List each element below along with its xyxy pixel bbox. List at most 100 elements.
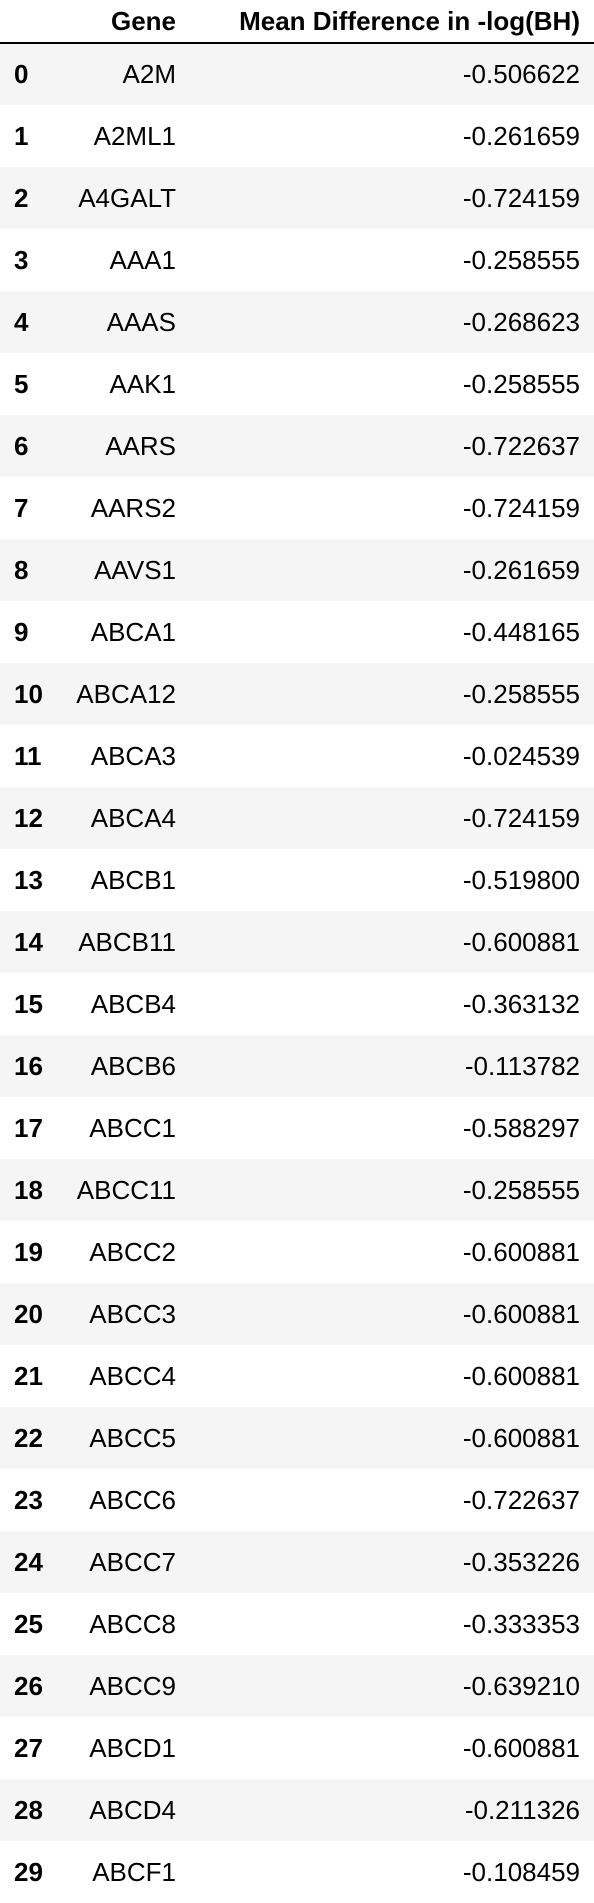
gene-cell: ABCC8: [89, 1608, 176, 1639]
gene-cell: ABCC9: [89, 1670, 176, 1701]
gene-cell: ABCC7: [89, 1546, 176, 1577]
mean-difference-cell: -0.722637: [462, 1484, 580, 1515]
mean-difference-cell: -0.519800: [462, 864, 580, 895]
mean-difference-cell: -0.353226: [462, 1546, 580, 1577]
gene-cell: ABCC11: [76, 1174, 176, 1205]
mean-difference-cell: -0.258555: [462, 244, 580, 275]
row-index: 1: [14, 120, 29, 151]
gene-column-header: Gene: [62, 0, 190, 44]
row-index: 29: [14, 1856, 43, 1887]
mean-difference-cell: -0.363132: [462, 988, 580, 1019]
mean-difference-cell: -0.108459: [462, 1856, 580, 1887]
gene-cell: ABCF1: [92, 1856, 176, 1887]
row-index: 26: [14, 1670, 43, 1701]
mean-difference-cell: -0.600881: [462, 1236, 580, 1267]
gene-cell: A4GALT: [78, 182, 176, 213]
gene-cell: A2ML1: [93, 120, 176, 151]
table-row: 10 ABCA12 -0.258555: [0, 663, 594, 725]
row-index: 16: [14, 1050, 43, 1081]
table-row: 24 ABCC7 -0.353226: [0, 1531, 594, 1593]
mean-difference-cell: -0.724159: [462, 492, 580, 523]
header-row: Gene Mean Difference in -log(BH): [0, 0, 594, 44]
mean-difference-cell: -0.261659: [462, 120, 580, 151]
table-body: 0 A2M -0.506622 1 A2ML1 -0.261659 2 A4GALT -0.72…: [0, 43, 594, 1903]
row-index: 13: [14, 864, 43, 895]
table-row: 0 A2M -0.506622: [0, 43, 594, 105]
gene-cell: ABCB6: [90, 1050, 176, 1081]
row-index: 9: [14, 616, 29, 647]
gene-cell: A2M: [122, 59, 176, 89]
mean-difference-cell: -0.211326: [464, 1794, 580, 1825]
table-row: 25 ABCC8 -0.333353: [0, 1593, 594, 1655]
index-column-header: [0, 0, 62, 44]
row-index: 4: [14, 306, 29, 337]
table-row: 28 ABCD4 -0.211326: [0, 1779, 594, 1841]
table-row: 16 ABCB6 -0.113782: [0, 1035, 594, 1097]
row-index: 21: [14, 1360, 43, 1391]
table-row: 3 AAA1 -0.258555: [0, 229, 594, 291]
row-index: 22: [14, 1422, 43, 1453]
row-index: 11: [14, 740, 42, 771]
row-index: 15: [14, 988, 43, 1019]
mean-difference-cell: -0.639210: [462, 1670, 580, 1701]
gene-cell: AAVS1: [94, 554, 176, 585]
mean-difference-cell: -0.724159: [462, 182, 580, 213]
mean-difference-cell: -0.268623: [462, 306, 580, 337]
gene-cell: ABCC4: [89, 1360, 176, 1391]
gene-cell: AAAS: [106, 306, 176, 337]
mean-difference-column-header: Mean Difference in -log(BH): [190, 0, 594, 44]
row-index: 7: [14, 492, 29, 523]
table-row: 23 ABCC6 -0.722637: [0, 1469, 594, 1531]
table-row: 4 AAAS -0.268623: [0, 291, 594, 353]
mean-difference-cell: -0.724159: [462, 802, 580, 833]
row-index: 10: [14, 678, 43, 709]
table-row: 9 ABCA1 -0.448165: [0, 601, 594, 663]
row-index: 2: [14, 182, 29, 213]
gene-cell: ABCA1: [90, 616, 176, 647]
gene-cell: ABCA4: [90, 802, 176, 833]
row-index: 0: [14, 59, 29, 89]
row-index: 18: [14, 1174, 43, 1205]
row-index: 25: [14, 1608, 43, 1639]
table-row: 6 AARS -0.722637: [0, 415, 594, 477]
gene-cell: ABCC5: [89, 1422, 176, 1453]
row-index: 8: [14, 554, 29, 585]
gene-cell: ABCD4: [89, 1794, 176, 1825]
gene-cell: ABCC2: [89, 1236, 176, 1267]
gene-cell: ABCB11: [78, 926, 176, 957]
table-row: 19 ABCC2 -0.600881: [0, 1221, 594, 1283]
gene-cell: ABCA12: [76, 678, 176, 709]
table-row: 22 ABCC5 -0.600881: [0, 1407, 594, 1469]
table-row: 1 A2ML1 -0.261659: [0, 105, 594, 167]
table-row: 21 ABCC4 -0.600881: [0, 1345, 594, 1407]
gene-cell: ABCC3: [89, 1298, 176, 1329]
table-row: 8 AAVS1 -0.261659: [0, 539, 594, 601]
mean-difference-cell: -0.600881: [462, 1298, 580, 1329]
table-header: Gene Mean Difference in -log(BH): [0, 0, 594, 44]
row-index: 12: [14, 802, 43, 833]
table-row: 27 ABCD1 -0.600881: [0, 1717, 594, 1779]
mean-difference-cell: -0.333353: [462, 1608, 580, 1639]
table-row: 14 ABCB11 -0.600881: [0, 911, 594, 973]
row-index: 27: [14, 1732, 43, 1763]
row-index: 19: [14, 1236, 43, 1267]
row-index: 28: [14, 1794, 43, 1825]
row-index: 6: [14, 430, 29, 461]
gene-cell: AAA1: [109, 244, 177, 275]
gene-cell: AAK1: [109, 368, 177, 399]
mean-difference-cell: -0.024539: [462, 740, 580, 771]
table-row: 29 ABCF1 -0.108459: [0, 1841, 594, 1903]
gene-cell: ABCB4: [90, 988, 176, 1019]
mean-difference-cell: -0.258555: [462, 368, 580, 399]
row-index: 24: [14, 1546, 43, 1577]
mean-difference-cell: -0.600881: [462, 1732, 580, 1763]
table-row: 11 ABCA3 -0.024539: [0, 725, 594, 787]
mean-difference-cell: -0.600881: [462, 926, 580, 957]
gene-cell: ABCC6: [89, 1484, 176, 1515]
row-index: 14: [14, 926, 43, 957]
gene-cell: ABCA3: [90, 740, 176, 771]
mean-difference-cell: -0.506622: [462, 59, 580, 89]
table-row: 2 A4GALT -0.724159: [0, 167, 594, 229]
